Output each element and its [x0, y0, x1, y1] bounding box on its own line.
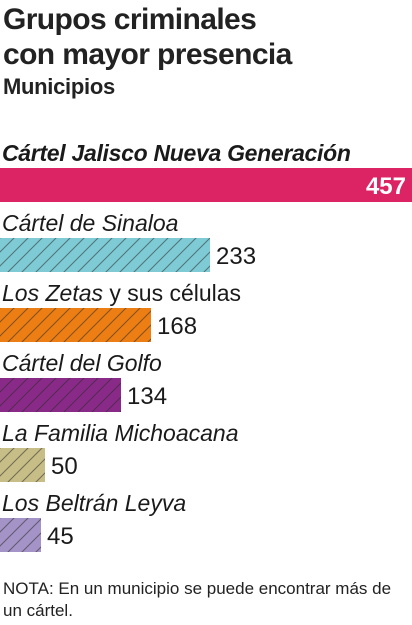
chart-subtitle: Municipios — [3, 74, 115, 99]
bar-label: Cártel de Sinaloa — [2, 210, 178, 236]
bar — [0, 378, 121, 412]
bar-label: Cártel del Golfo — [2, 350, 162, 376]
bar — [0, 448, 45, 482]
bar-label: Los Beltrán Leyva — [2, 490, 186, 516]
footnote: NOTA: En un municipio se puede encontrar… — [3, 579, 392, 620]
chart-title: Grupos criminales con mayor presencia — [3, 2, 292, 72]
bar — [0, 168, 412, 202]
bar-value-label: 457 — [366, 173, 406, 200]
bar-value-label: 45 — [47, 523, 74, 550]
bar-label: Los Zetas y sus células — [2, 280, 241, 306]
bar — [0, 308, 151, 342]
bar-value-label: 134 — [127, 383, 167, 410]
bar-label: Cártel Jalisco Nueva Generación — [2, 140, 351, 166]
bar-value-label: 168 — [157, 313, 197, 340]
bar-value-label: 233 — [216, 243, 256, 270]
bar-value-label: 50 — [51, 453, 78, 480]
bar — [0, 518, 41, 552]
bar — [0, 238, 210, 272]
title-line-1: Grupos criminales — [3, 3, 257, 36]
bar-label: La Familia Michoacana — [2, 420, 239, 446]
title-line-2: con mayor presencia — [3, 38, 292, 71]
